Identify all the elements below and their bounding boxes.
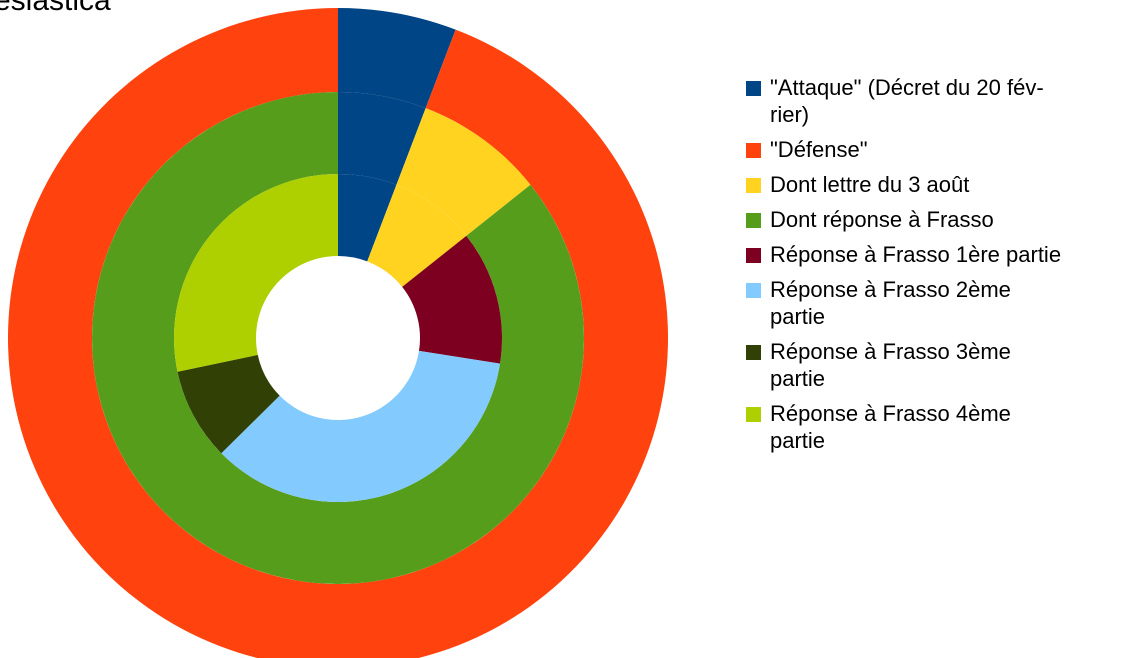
legend-label: partie <box>770 428 826 453</box>
ring-3-slice-1 <box>338 174 397 262</box>
legend-label: "Attaque" (Décret du 20 fév- <box>770 75 1044 100</box>
chart-legend: "Attaque" (Décret du 20 fév-rier) "Défens… <box>746 74 1135 462</box>
legend-label: partie <box>770 366 826 391</box>
ring-3-slice-4 <box>221 350 500 502</box>
legend-swatch <box>746 345 761 360</box>
legend-label: Réponse à Frasso 1ère partie <box>770 242 1062 267</box>
ring-1-slice-1 <box>338 8 456 109</box>
ring-3-slice-2 <box>367 184 467 287</box>
legend-item: "Défense" <box>746 136 1110 163</box>
legend-swatch <box>746 248 761 263</box>
ring-2-slice-2 <box>396 108 531 236</box>
legend-swatch <box>746 81 761 96</box>
legend-item: Réponse à Frasso 2ème partie <box>746 276 1110 330</box>
legend-label: Réponse à Frasso 3ème <box>770 339 1011 364</box>
legend-item: Réponse à Frasso 3ème partie <box>746 338 1110 392</box>
ring-3-slice-5 <box>177 354 280 454</box>
legend-item: Dont réponse à Frasso <box>746 206 1110 233</box>
legend-item: "Attaque" (Décret du 20 fév-rier) <box>746 74 1110 128</box>
ring-2-slice-1 <box>338 92 426 185</box>
legend-item: Dont lettre du 3 août <box>746 171 1110 198</box>
legend-label: Dont réponse à Frasso <box>770 207 994 232</box>
legend-item: Réponse à Frasso 4ème partie <box>746 400 1110 454</box>
legend-swatch <box>746 283 761 298</box>
legend-item: Réponse à Frasso 1ère partie <box>746 241 1110 268</box>
chart-title: esiastica <box>0 0 111 17</box>
legend-label: Réponse à Frasso 4ème <box>770 401 1011 426</box>
ring-3-slice-6 <box>174 174 338 372</box>
legend-label: partie <box>770 304 826 329</box>
donut-chart <box>8 8 668 658</box>
legend-label: Dont lettre du 3 août <box>770 172 970 197</box>
legend-label: rier) <box>770 102 810 127</box>
legend-label: "Défense" <box>770 137 868 162</box>
ring-3-slice-3 <box>402 235 502 364</box>
legend-swatch <box>746 407 761 422</box>
legend-swatch <box>746 178 761 193</box>
legend-label: Réponse à Frasso 2ème <box>770 277 1011 302</box>
ring-2-slice-3 <box>92 92 584 584</box>
legend-swatch <box>746 213 761 228</box>
legend-swatch <box>746 143 761 158</box>
